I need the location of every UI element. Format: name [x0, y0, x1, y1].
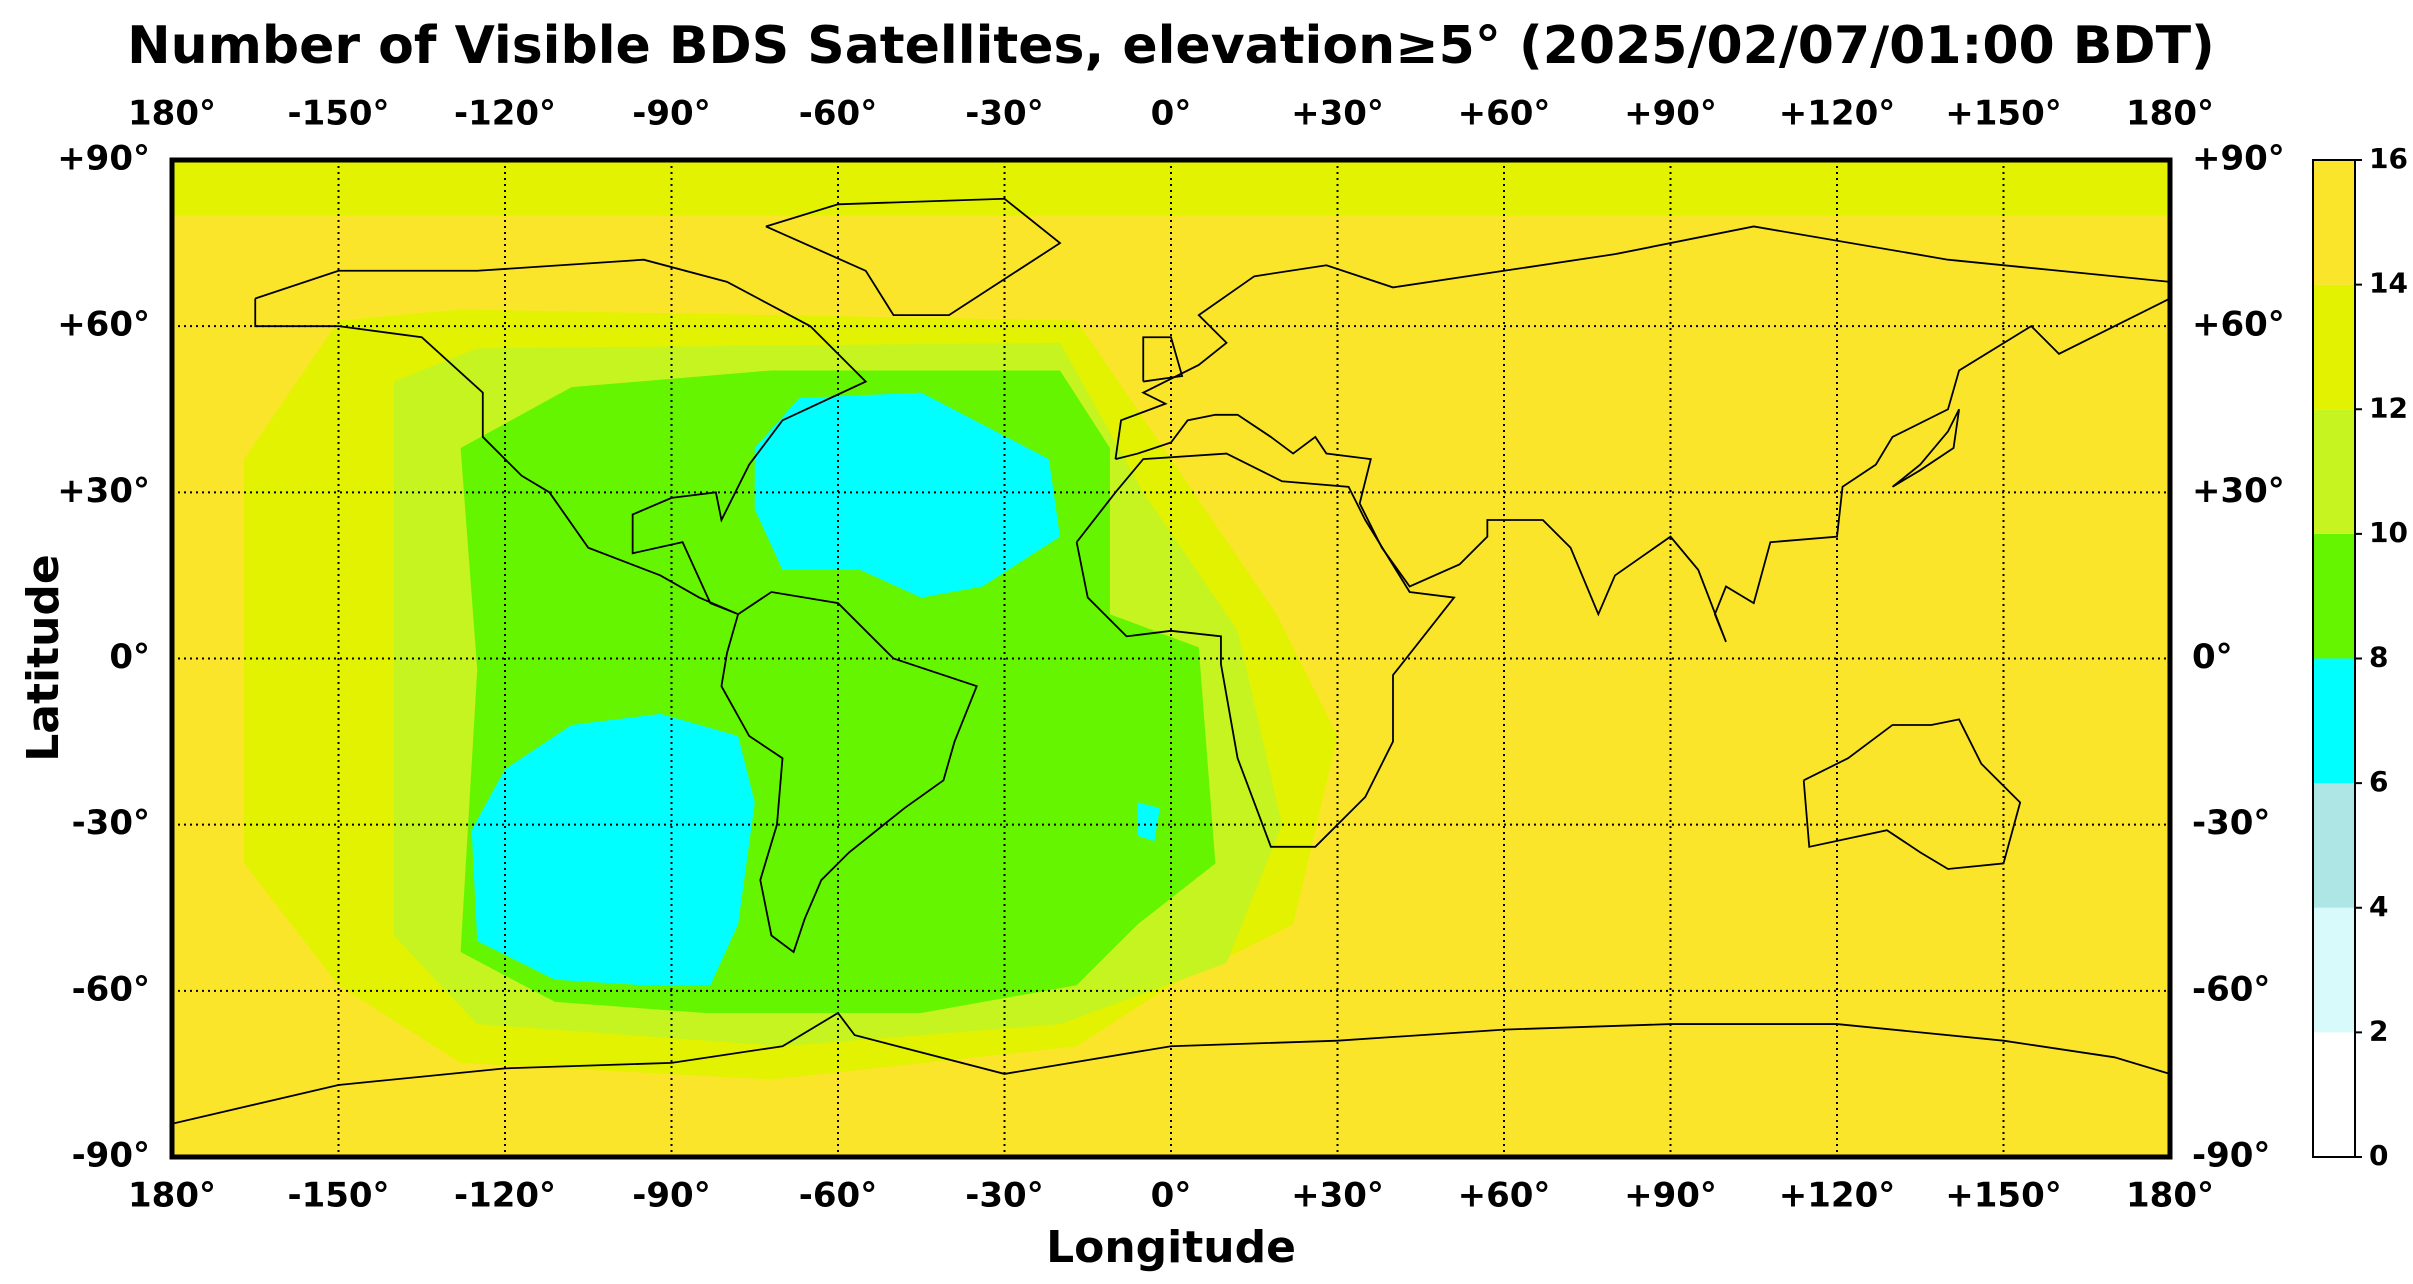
y-tick-label: +90° [2192, 139, 2285, 179]
x-tick-label: 0° [1151, 94, 1192, 134]
colorbar-tick-label: 0 [2369, 1139, 2388, 1172]
x-tick-label: +30° [1291, 1176, 1384, 1216]
y-tick-label: +30° [57, 471, 150, 511]
coastline [1075, 452, 1456, 848]
coastline [1802, 718, 2022, 870]
y-tick-label: +30° [2192, 471, 2285, 511]
x-tick-label: -150° [287, 94, 389, 134]
x-tick-label: +30° [1291, 94, 1384, 134]
x-tick-label: +150° [1945, 94, 2061, 134]
y-tick-label: -30° [72, 803, 150, 843]
plot-frame [169, 157, 2173, 1160]
x-tick-label: +90° [1624, 1176, 1717, 1216]
x-tick-label: 180° [2126, 1176, 2214, 1216]
x-tick-label: -30° [965, 94, 1043, 134]
coastline [1891, 408, 1960, 488]
x-tick-label: -90° [632, 94, 710, 134]
colorbar-segment [2313, 658, 2355, 784]
region [471, 713, 755, 986]
colorbar-tick-label: 6 [2369, 765, 2388, 798]
x-tick-label: -30° [965, 1176, 1043, 1216]
colorbar-segment [2313, 783, 2355, 908]
colorbar-tick-label: 8 [2369, 641, 2388, 674]
x-tick-label: -120° [454, 94, 556, 134]
colorbar-segment [2313, 409, 2355, 534]
colorbar-segment [2313, 160, 2355, 285]
x-tick-label: -120° [454, 1176, 556, 1216]
region [754, 392, 1060, 598]
coastline [254, 258, 868, 616]
colorbar-segment [2313, 907, 2355, 1033]
coastline [720, 591, 978, 954]
x-tick-label: +120° [1779, 94, 1895, 134]
y-tick-label: 0° [109, 637, 150, 677]
y-tick-label: +90° [57, 139, 150, 179]
x-tick-label: -60° [799, 94, 877, 134]
x-tick-label: 180° [2126, 94, 2214, 134]
colorbar-segment [2313, 284, 2355, 410]
x-tick-label: +60° [1458, 1176, 1551, 1216]
coastline [172, 1011, 2170, 1125]
x-tick-label: +60° [1458, 94, 1551, 134]
y-tick-label: -90° [72, 1136, 150, 1176]
colorbar-tick-label: 4 [2369, 890, 2388, 923]
x-tick-label: -90° [632, 1176, 710, 1216]
x-tick-label: 180° [128, 94, 216, 134]
y-axis-label: Latitude [18, 554, 69, 762]
y-tick-label: +60° [2192, 305, 2285, 345]
colorbar-segment [2313, 1032, 2355, 1157]
x-tick-label: 0° [1151, 1176, 1192, 1216]
y-tick-label: +60° [57, 305, 150, 345]
y-tick-label: -60° [72, 969, 150, 1009]
y-tick-label: -60° [2192, 969, 2270, 1009]
coastlines [172, 197, 2170, 1125]
region [172, 160, 2170, 216]
colorbar-segment [2313, 533, 2355, 659]
colorbar-tick-label: 14 [2369, 267, 2408, 300]
x-tick-label: -60° [799, 1176, 877, 1216]
x-tick-label: +90° [1624, 94, 1717, 134]
colorbar-tick-label: 2 [2369, 1014, 2388, 1047]
x-tick-label: -150° [287, 1176, 389, 1216]
y-tick-label: 0° [2192, 637, 2233, 677]
x-tick-label: +120° [1779, 1176, 1895, 1216]
x-tick-label: 180° [128, 1176, 216, 1216]
colorbar-tick-label: 12 [2369, 391, 2408, 424]
x-tick-label: +150° [1945, 1176, 2061, 1216]
axes: 180° 180° -150° -150° -120° -120° -90° -90° -60°… [57, 94, 2408, 1216]
y-tick-label: -90° [2192, 1136, 2270, 1176]
colorbar-tick-label: 10 [2369, 516, 2408, 549]
coastline [765, 197, 1062, 316]
colorbar-tick-label: 16 [2369, 142, 2408, 175]
region [1137, 802, 1160, 842]
x-axis-label: Longitude [1046, 1222, 1296, 1273]
coastline [1114, 225, 2170, 643]
colorbar-frame [2312, 159, 2356, 1158]
chart-title: Number of Visible BDS Satellites, elevat… [127, 16, 2215, 76]
y-tick-label: -30° [2192, 803, 2270, 843]
coastline [1142, 336, 1184, 383]
